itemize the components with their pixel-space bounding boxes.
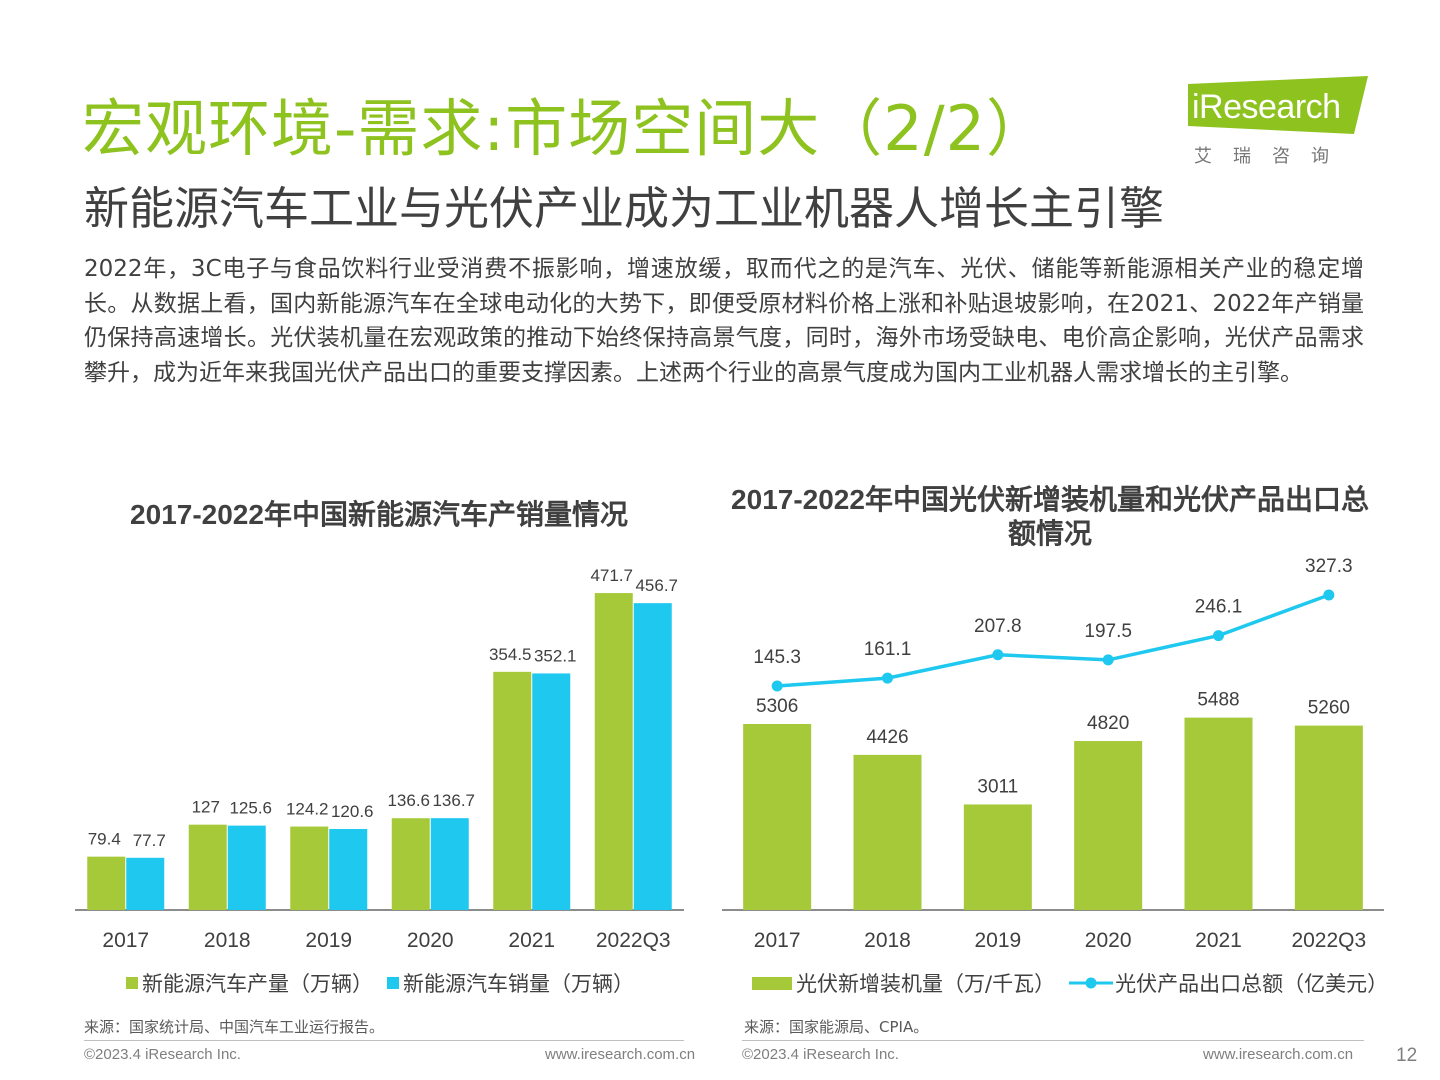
- pv-x-tick-label: 2017: [754, 929, 801, 952]
- legend-item-export: 光伏产品出口总额（亿美元）: [1069, 968, 1388, 998]
- legend-line-marker-icon: [1069, 977, 1114, 989]
- legend-item-sales: 新能源汽车销量（万辆）: [387, 968, 634, 998]
- nev-x-tick-label: 2018: [204, 929, 251, 952]
- nev-data-label: 125.6: [229, 799, 272, 818]
- pv-export-line: [777, 593, 1330, 688]
- nev-bar-production: [188, 824, 227, 910]
- pv-export-point: [992, 649, 1004, 661]
- pv-bar-data-label: 3011: [977, 776, 1018, 797]
- pv-line-data-label: 327.3: [1305, 556, 1353, 577]
- body-paragraph: 2022年，3C电子与食品饮料行业受消费不振影响，增速放缓，取而代之的是汽车、光…: [84, 256, 1364, 386]
- nev-data-label: 77.7: [133, 831, 166, 850]
- legend-swatch-green: [126, 977, 138, 989]
- iresearch-logo: iResearch 艾瑞咨询: [1188, 76, 1368, 168]
- source-divider-left: [84, 1040, 684, 1041]
- nev-chart-title: 2017-2022年中国新能源汽车产销量情况: [130, 499, 628, 530]
- pv-x-tick-label: 2018: [864, 929, 911, 952]
- pv-export-point: [1323, 589, 1335, 601]
- nev-x-tick-label: 2022Q3: [596, 929, 671, 952]
- nev-bar-sales: [430, 818, 469, 910]
- nev-bar-production: [594, 593, 633, 910]
- nev-x-tick-label: 2020: [407, 929, 454, 952]
- nev-data-label: 79.4: [88, 830, 121, 849]
- nev-chart-legend: 新能源汽车产量（万辆） 新能源汽车销量（万辆）: [126, 968, 648, 998]
- pv-line-data-label: 161.1: [864, 639, 912, 660]
- nev-chart: 2017-2022年中国新能源汽车产销量情况 79.4 77.7 2017 127 12…: [75, 499, 684, 1041]
- pv-export-point: [1213, 630, 1224, 642]
- nev-bar-sales: [329, 828, 368, 910]
- footer-copyright-left: ©2023.4 iResearch Inc.: [84, 1046, 241, 1063]
- nev-data-label: 127: [192, 798, 220, 817]
- nev-data-label: 456.7: [635, 576, 678, 595]
- pv-bar-data-label: 5260: [1308, 698, 1350, 719]
- pv-x-tick-label: 2022Q3: [1291, 929, 1366, 952]
- page-subtitle: 新能源汽车工业与光伏产业成为工业机器人增长主引擎: [84, 182, 1165, 235]
- legend-label-sales: 新能源汽车销量（万辆）: [403, 972, 634, 996]
- legend-label-export: 光伏产品出口总额（亿美元）: [1115, 972, 1389, 996]
- nev-bar-sales: [633, 603, 672, 910]
- pv-bar-data-label: 5306: [756, 696, 798, 717]
- nev-bar-sales: [532, 673, 571, 910]
- pv-bar-data-label: 4426: [866, 727, 908, 748]
- legend-item-installation: 光伏新增装机量（万/千瓦）: [752, 968, 1055, 998]
- pv-export-point: [882, 672, 893, 684]
- legend-label-installation: 光伏新增装机量（万/千瓦）: [796, 972, 1056, 996]
- pv-line-data-label: 145.3: [753, 647, 801, 668]
- legend-label-production: 新能源汽车产量（万辆）: [142, 972, 373, 996]
- footer-url-left[interactable]: www.iresearch.com.cn: [545, 1046, 696, 1063]
- logo-text: iResearch: [1192, 88, 1341, 126]
- pv-bar-installation: [1294, 725, 1363, 910]
- logo-subtext: 艾瑞咨询: [1194, 146, 1350, 167]
- nev-bar-production: [391, 818, 430, 910]
- page-number: 12: [1396, 1045, 1418, 1066]
- pv-bar-installation: [1074, 741, 1143, 910]
- pv-line-data-label: 207.8: [974, 616, 1022, 637]
- pv-export-point: [1102, 654, 1114, 666]
- nev-data-label: 136.7: [432, 791, 475, 810]
- pv-bar-installation: [853, 754, 922, 910]
- pv-bar-installation: [1184, 717, 1253, 910]
- legend-swatch-bar-green: [752, 976, 792, 990]
- footer-copyright-right: ©2023.4 iResearch Inc.: [742, 1046, 899, 1063]
- logo-banner-shape: [1188, 76, 1368, 134]
- pv-x-tick-label: 2020: [1085, 929, 1132, 952]
- pv-chart-title: 2017-2022年中国光伏新增装机量和光伏产品出口总额情况: [731, 484, 1369, 549]
- nev-x-tick-label: 2021: [508, 929, 555, 952]
- nev-data-label: 120.6: [331, 802, 374, 821]
- page-title: 宏观环境-需求:市场空间大（2/2）: [82, 92, 1050, 165]
- nev-data-label: 352.1: [534, 646, 577, 665]
- pv-bar-installation: [963, 804, 1032, 910]
- pv-x-tick-label: 2021: [1195, 929, 1242, 952]
- pv-bar-data-label: 4820: [1087, 713, 1129, 734]
- pv-line-data-label: 246.1: [1195, 597, 1243, 618]
- source-divider-right: [742, 1040, 1364, 1041]
- pv-chart-legend: 光伏新增装机量（万/千瓦） 光伏产品出口总额（亿美元）: [752, 968, 1402, 998]
- pv-line-data-label: 197.5: [1084, 621, 1132, 642]
- nev-bar-sales: [227, 825, 266, 910]
- nev-data-label: 354.5: [489, 645, 532, 664]
- pv-chart-source: 来源：国家能源局、CPIA。: [744, 1018, 929, 1036]
- pv-x-tick-label: 2019: [974, 929, 1021, 952]
- legend-item-production: 新能源汽车产量（万辆）: [126, 968, 373, 998]
- nev-data-label: 136.6: [387, 791, 430, 810]
- nev-bar-sales: [126, 857, 165, 910]
- pv-export-point: [771, 680, 783, 692]
- nev-bar-production: [493, 671, 532, 910]
- nev-data-label: 471.7: [590, 566, 633, 585]
- nev-chart-source: 来源：国家统计局、中国汽车工业运行报告。: [84, 1018, 385, 1036]
- nev-bar-production: [290, 826, 329, 910]
- footer-url-right[interactable]: www.iresearch.com.cn: [1203, 1046, 1354, 1063]
- pv-bar-installation: [743, 724, 812, 910]
- pv-bar-data-label: 5488: [1197, 690, 1239, 711]
- nev-data-label: 124.2: [286, 800, 329, 819]
- nev-x-tick-label: 2019: [305, 929, 352, 952]
- legend-swatch-cyan: [387, 977, 399, 989]
- nev-chart-plot: 79.4 77.7 2017 127 125.6 2018 124.2 120.6 2019 13…: [75, 566, 684, 952]
- nev-x-tick-label: 2017: [102, 929, 149, 952]
- nev-bar-production: [87, 856, 126, 910]
